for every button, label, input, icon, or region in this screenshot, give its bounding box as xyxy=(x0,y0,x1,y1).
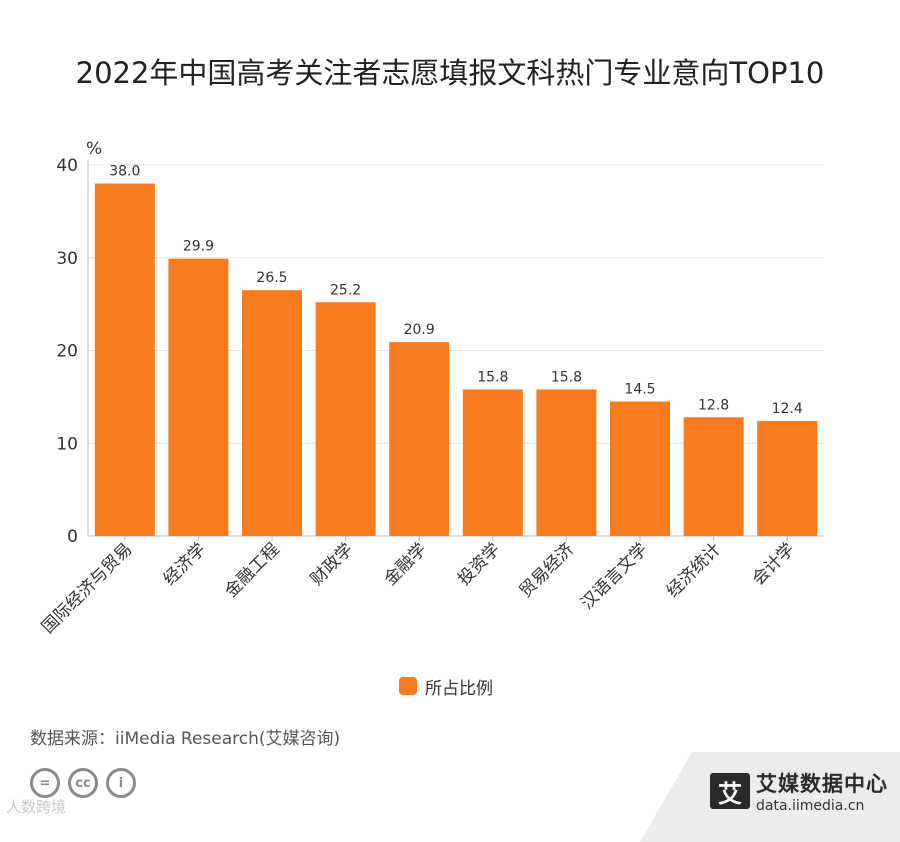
license-icons: = cc i xyxy=(30,768,136,798)
value-label: 38.0 xyxy=(109,164,140,180)
legend-swatch xyxy=(399,677,417,695)
y-tick-label: 0 xyxy=(67,527,78,547)
x-tick-label: 财政学 xyxy=(307,539,357,589)
value-label: 29.9 xyxy=(183,239,214,255)
chart-title: 2022年中国高考关注者志愿填报文科热门专业意向TOP10 xyxy=(75,56,825,90)
x-tick-label: 国际经济与贸易 xyxy=(38,539,136,637)
x-tick-label: 金融工程 xyxy=(221,539,283,601)
y-tick-label: 30 xyxy=(56,249,78,269)
y-tick-labels: 0 10 20 30 40 xyxy=(56,156,78,547)
x-tick-label: 汉语言文学 xyxy=(577,539,651,613)
bar[interactable] xyxy=(242,290,302,536)
value-label: 12.8 xyxy=(698,397,729,413)
bar[interactable] xyxy=(94,183,155,537)
cc-icon: cc xyxy=(68,768,98,798)
bar[interactable] xyxy=(683,417,744,536)
value-label: 14.5 xyxy=(624,382,655,398)
x-tick-label: 投资学 xyxy=(454,539,504,589)
brand-name: 艾媒数据中心 xyxy=(756,772,888,796)
value-label: 20.9 xyxy=(404,322,435,338)
bar[interactable] xyxy=(315,302,376,536)
value-label: 15.8 xyxy=(477,369,508,385)
x-tick-label: 经济统计 xyxy=(663,539,725,601)
bars xyxy=(94,183,818,537)
brand-logo-icon: 艾 xyxy=(710,773,750,809)
x-tick-label: 金融学 xyxy=(381,539,431,589)
value-label: 26.5 xyxy=(256,270,287,286)
bar[interactable] xyxy=(389,342,450,536)
x-tick-labels: 国际经济与贸易 经济学 金融工程 财政学 金融学 投资学 贸易经济 汉语言文学 经济统计 会计学 xyxy=(38,539,799,637)
legend-label: 所占比例 xyxy=(425,678,493,699)
brand[interactable]: 艾 艾媒数据中心 data.iimedia.cn xyxy=(710,768,888,814)
x-tick-label: 会计学 xyxy=(749,539,799,589)
value-label: 25.2 xyxy=(330,282,361,298)
value-labels: 38.0 29.9 26.5 25.2 20.9 15.8 15.8 14.5 12.8 12.4 xyxy=(109,164,803,417)
equals-icon: = xyxy=(30,768,60,798)
y-axis-unit: % xyxy=(86,139,102,159)
y-tick-label: 10 xyxy=(56,434,78,454)
legend: 所占比例 xyxy=(399,674,493,699)
person-icon: i xyxy=(106,768,136,798)
value-label: 15.8 xyxy=(551,369,582,385)
x-tick-label: 贸易经济 xyxy=(516,539,578,601)
bar[interactable] xyxy=(462,389,523,536)
bar[interactable] xyxy=(168,258,229,536)
brand-url[interactable]: data.iimedia.cn xyxy=(756,798,865,814)
bar[interactable] xyxy=(757,420,818,536)
value-label: 12.4 xyxy=(772,401,803,417)
watermark: 人数跨境 xyxy=(6,798,67,816)
bar[interactable] xyxy=(536,389,597,536)
y-tick-label: 20 xyxy=(56,342,78,362)
bar[interactable] xyxy=(610,401,670,536)
bar-chart: 38.0 29.9 26.5 25.2 20.9 15.8 15.8 14.5 12.8 12.4… xyxy=(38,139,824,638)
y-tick-label: 40 xyxy=(56,156,78,176)
x-tick-label: 经济学 xyxy=(160,539,210,589)
data-source: 数据来源：iiMedia Research(艾媒咨询) xyxy=(30,729,341,749)
